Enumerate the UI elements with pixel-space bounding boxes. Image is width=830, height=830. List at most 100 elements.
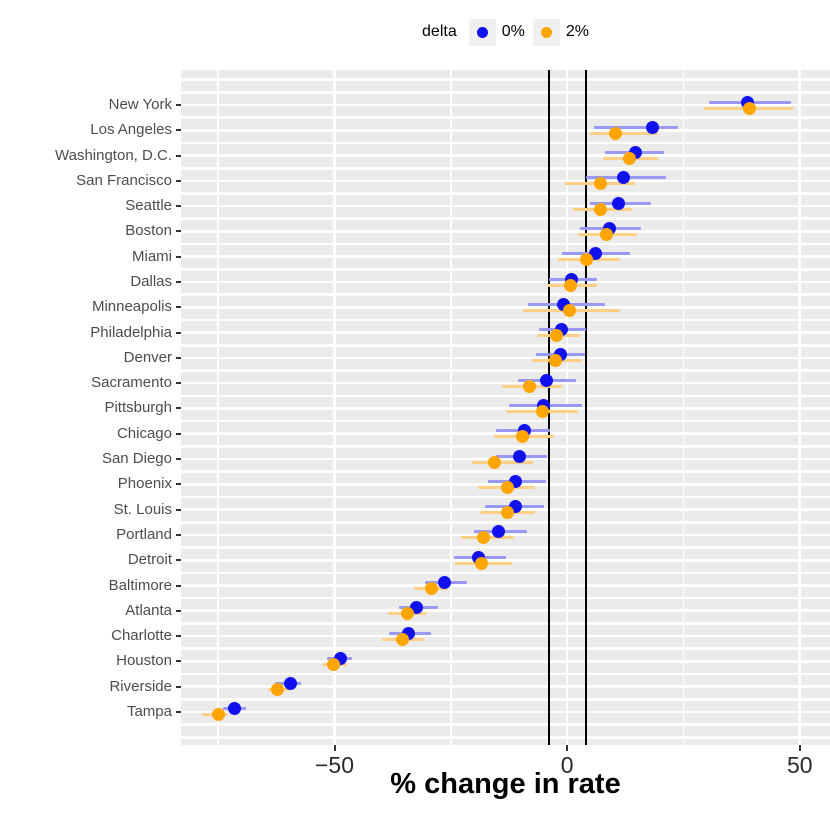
h-gridline — [181, 192, 830, 195]
y-tick-mark — [176, 508, 181, 511]
legend-point-icon — [476, 26, 488, 38]
h-gridline — [181, 141, 830, 145]
point-delta-2 — [476, 531, 490, 545]
point-delta-2 — [475, 556, 489, 570]
h-gridline — [181, 116, 830, 119]
x-tick-mark — [566, 745, 569, 751]
h-gridline — [181, 356, 830, 360]
y-axis-label: Riverside — [109, 677, 172, 695]
y-tick-mark — [176, 609, 181, 612]
v-gridline-minor — [450, 70, 452, 745]
y-axis-label: Houston — [116, 652, 172, 670]
y-axis-label: Chicago — [116, 424, 172, 442]
y-axis-label: St. Louis — [113, 500, 172, 518]
y-axis-label: Charlotte — [111, 627, 172, 645]
point-delta-0 — [283, 677, 297, 691]
point-delta-2 — [424, 582, 438, 595]
point-delta-2 — [500, 480, 514, 494]
point-delta-2 — [593, 202, 607, 216]
h-gridline — [181, 103, 830, 107]
h-gridline — [181, 369, 830, 372]
y-tick-mark — [176, 533, 181, 536]
point-delta-2 — [550, 329, 564, 343]
x-tick-mark — [798, 745, 801, 751]
h-gridline — [181, 710, 830, 714]
h-gridline — [181, 672, 830, 676]
h-gridline — [181, 735, 830, 739]
point-delta-2 — [563, 278, 577, 292]
h-gridline — [181, 381, 830, 385]
h-gridline — [181, 495, 830, 499]
y-axis-label: Dallas — [130, 273, 172, 291]
y-axis-label: Atlanta — [125, 601, 172, 619]
h-gridline — [181, 685, 830, 688]
y-tick-mark — [176, 458, 181, 461]
y-tick-mark — [176, 154, 181, 157]
y-axis-label: Baltimore — [108, 576, 172, 594]
y-tick-mark — [176, 281, 181, 284]
y-axis-label: Sacramento — [91, 374, 172, 392]
y-axis-label: Pittsburgh — [104, 399, 172, 417]
point-delta-0 — [228, 702, 241, 716]
y-tick-mark — [176, 306, 181, 309]
y-tick-mark — [176, 407, 181, 410]
h-gridline — [181, 571, 830, 575]
h-gridline — [181, 584, 830, 587]
h-gridline — [181, 78, 830, 81]
plot-panel — [181, 70, 830, 745]
x-axis-tick-label: 50 — [786, 752, 813, 778]
y-axis-label: Los Angeles — [90, 121, 172, 139]
y-tick-mark — [176, 179, 181, 182]
h-gridline — [181, 242, 830, 246]
y-tick-mark — [176, 230, 181, 233]
h-gridline — [181, 698, 830, 701]
x-axis-tick-label: −50 — [315, 752, 355, 778]
h-gridline — [181, 647, 830, 651]
y-axis-label: Tampa — [126, 702, 172, 720]
point-delta-2 — [599, 227, 613, 241]
point-delta-0 — [540, 373, 554, 387]
point-delta-2 — [516, 430, 530, 444]
y-axis-label: Seattle — [125, 197, 172, 215]
v-gridline-minor — [217, 70, 219, 745]
y-axis-label: New York — [108, 96, 172, 113]
h-gridline — [181, 546, 830, 549]
h-gridline — [181, 419, 830, 423]
point-delta-2 — [271, 683, 285, 697]
y-tick-mark — [176, 104, 181, 106]
y-tick-mark — [176, 331, 181, 334]
h-gridline — [181, 217, 830, 221]
h-gridline — [181, 179, 830, 183]
point-delta-0 — [491, 525, 505, 539]
h-gridline — [181, 634, 830, 638]
reference-line — [584, 70, 587, 745]
h-gridline — [181, 343, 830, 347]
point-delta-2 — [593, 177, 607, 191]
point-delta-2 — [609, 126, 623, 140]
point-delta-2 — [522, 379, 536, 393]
y-axis-label: San Diego — [101, 450, 172, 468]
h-gridline — [181, 204, 830, 208]
h-gridline — [181, 255, 830, 259]
legend-key-delta-0: 0% — [468, 18, 525, 46]
legend-key-swatch — [532, 18, 560, 46]
legend-key-swatch — [468, 18, 496, 46]
h-gridline — [181, 91, 830, 94]
y-tick-mark — [176, 382, 181, 385]
y-tick-mark — [176, 205, 181, 208]
h-gridline — [181, 306, 830, 309]
point-delta-2 — [487, 455, 501, 469]
y-tick-mark — [176, 710, 181, 713]
h-gridline — [181, 558, 830, 562]
h-gridline — [181, 533, 830, 537]
y-axis-label: Miami — [132, 247, 172, 265]
h-gridline — [181, 293, 830, 296]
y-axis-label: Phoenix — [117, 475, 172, 493]
point-delta-0 — [437, 576, 451, 589]
point-delta-0 — [616, 171, 630, 185]
h-gridline — [181, 166, 830, 170]
y-axis-label: Minneapolis — [91, 298, 172, 316]
y-axis-label: Detroit — [127, 551, 172, 569]
y-axis-label: Portland — [116, 525, 172, 543]
